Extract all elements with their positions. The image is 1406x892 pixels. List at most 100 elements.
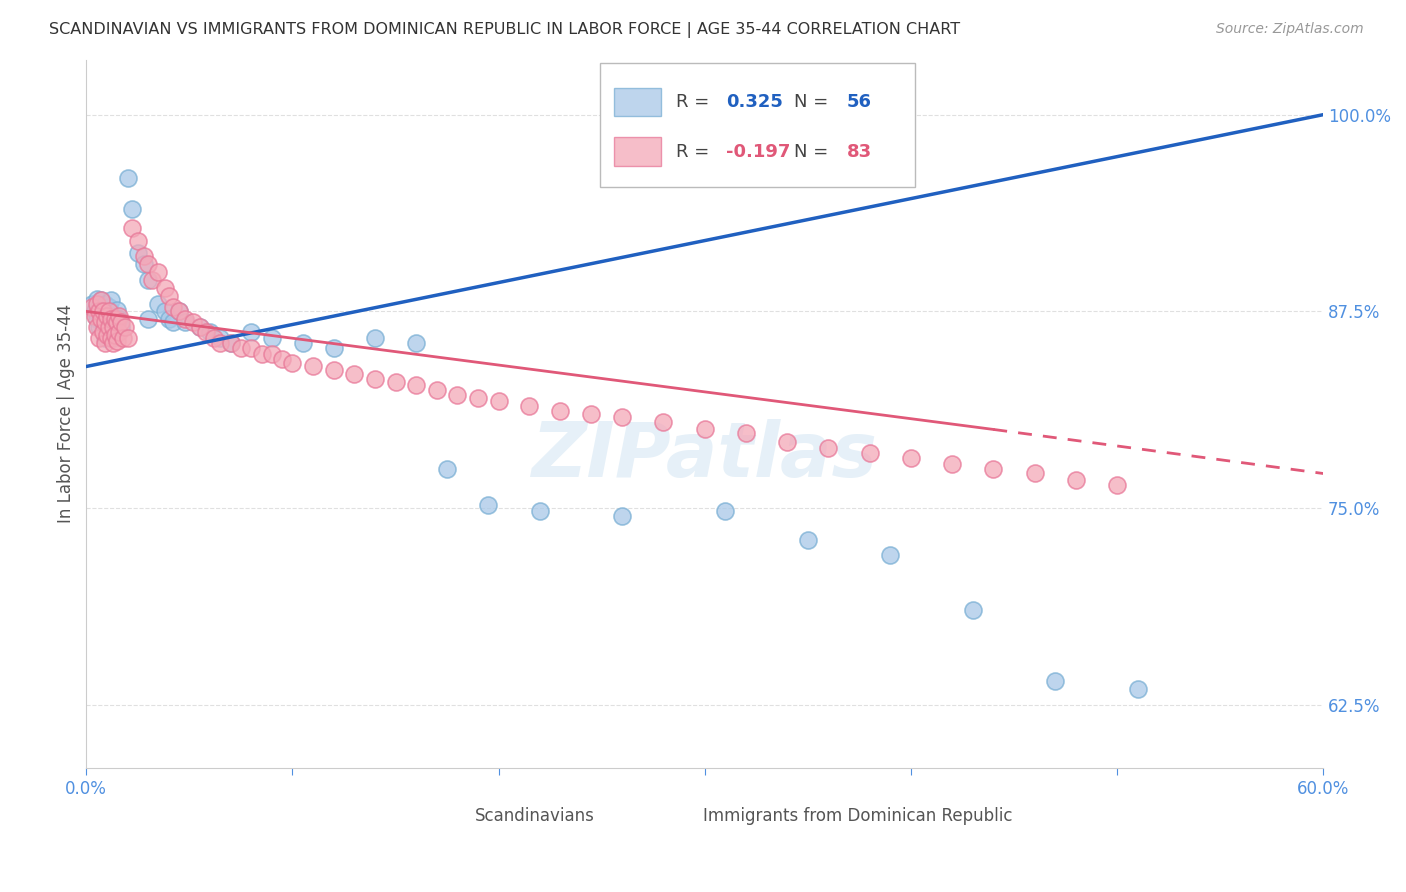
Point <box>219 335 242 350</box>
Point <box>148 296 170 310</box>
Point <box>174 312 197 326</box>
Text: N =: N = <box>794 93 834 112</box>
Point <box>91 302 114 317</box>
Point <box>250 347 273 361</box>
Text: 83: 83 <box>846 143 872 161</box>
Point <box>110 315 132 329</box>
Point <box>96 320 118 334</box>
Point <box>87 331 110 345</box>
Point <box>96 309 118 323</box>
Point <box>529 504 551 518</box>
Text: R =: R = <box>676 143 716 161</box>
Point <box>405 378 427 392</box>
Point <box>446 388 468 402</box>
Text: N =: N = <box>794 143 834 161</box>
Y-axis label: In Labor Force | Age 35-44: In Labor Force | Age 35-44 <box>58 304 75 524</box>
Point <box>96 304 118 318</box>
Point <box>94 335 117 350</box>
Point <box>136 257 159 271</box>
Point <box>98 320 121 334</box>
Point <box>101 331 124 345</box>
Point <box>167 304 190 318</box>
Point <box>1024 467 1046 481</box>
Point <box>162 300 184 314</box>
Point <box>132 257 155 271</box>
Point <box>91 325 114 339</box>
Point <box>693 422 716 436</box>
Text: Immigrants from Dominican Republic: Immigrants from Dominican Republic <box>703 807 1012 825</box>
Point <box>859 446 882 460</box>
Point <box>104 309 127 323</box>
Point <box>1105 477 1128 491</box>
Point <box>271 351 294 366</box>
Point <box>110 320 132 334</box>
Point <box>104 328 127 343</box>
Point <box>98 300 121 314</box>
Point <box>281 356 304 370</box>
Point <box>91 304 114 318</box>
Point <box>188 320 211 334</box>
Point <box>100 312 122 326</box>
Text: ZIPatlas: ZIPatlas <box>531 419 877 493</box>
Point <box>121 202 143 216</box>
Point <box>174 315 197 329</box>
Point <box>209 335 232 350</box>
Point <box>384 375 406 389</box>
Point <box>322 341 344 355</box>
Point <box>879 549 901 563</box>
Point <box>108 309 131 323</box>
Point <box>117 170 139 185</box>
Point <box>941 457 963 471</box>
Point <box>735 425 758 440</box>
Point <box>90 312 112 326</box>
Point <box>101 320 124 334</box>
Point <box>91 315 114 329</box>
Point <box>127 234 149 248</box>
Point <box>132 249 155 263</box>
Point <box>162 315 184 329</box>
Point <box>94 315 117 329</box>
Point <box>127 246 149 260</box>
Point <box>229 341 252 355</box>
Point <box>202 331 225 345</box>
Point <box>108 325 131 339</box>
Point <box>136 312 159 326</box>
Point <box>82 300 104 314</box>
Point <box>519 399 541 413</box>
Point <box>86 312 108 326</box>
Point <box>86 296 108 310</box>
Point <box>219 335 242 350</box>
Point <box>83 309 105 323</box>
Point <box>86 320 108 334</box>
Point <box>101 335 124 350</box>
Point <box>105 302 128 317</box>
Point <box>1043 674 1066 689</box>
Point <box>364 372 387 386</box>
Point <box>817 442 839 456</box>
Point <box>198 325 221 339</box>
Point <box>148 265 170 279</box>
Point <box>612 508 634 523</box>
Point <box>240 325 263 339</box>
Point <box>260 347 283 361</box>
Point <box>87 304 110 318</box>
Point <box>114 320 136 334</box>
Point <box>167 304 190 318</box>
Point <box>900 450 922 465</box>
Point <box>96 328 118 343</box>
Point <box>87 300 110 314</box>
Point <box>436 462 458 476</box>
Point <box>112 331 135 345</box>
Point <box>302 359 325 374</box>
Point <box>101 315 124 329</box>
Point <box>714 504 737 518</box>
Point <box>157 312 180 326</box>
Point <box>477 498 499 512</box>
Text: Scandinavians: Scandinavians <box>475 807 595 825</box>
Point <box>776 435 799 450</box>
Point <box>1064 473 1087 487</box>
Point <box>652 415 675 429</box>
Point <box>981 462 1004 476</box>
Point <box>797 533 820 547</box>
Text: R =: R = <box>676 93 716 112</box>
